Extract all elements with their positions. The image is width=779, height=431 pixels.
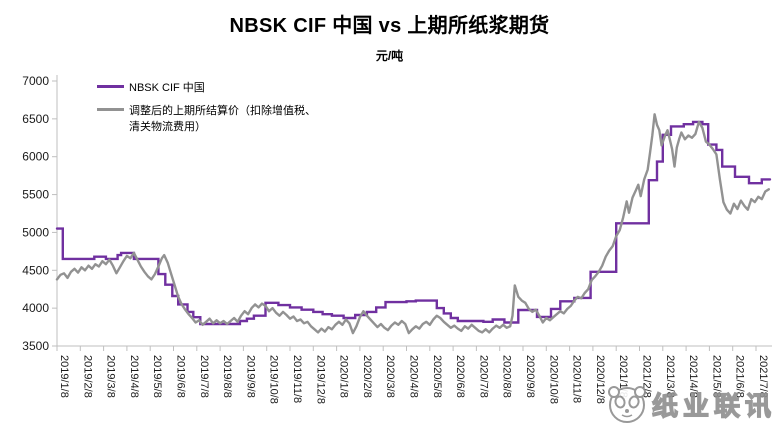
x-tick-label: 2020/11/8	[571, 355, 583, 403]
x-tick-label: 2019/4/8	[128, 355, 140, 398]
unit-label: 元/吨	[375, 49, 404, 63]
nbsk-series-line	[55, 120, 772, 326]
x-tick-label: 2021/5/8	[710, 355, 722, 398]
y-tick-label: 7000	[22, 74, 49, 88]
legend-label-nbsk: NBSK CIF 中国	[129, 82, 205, 94]
x-tick-label: 2019/1/8	[58, 355, 70, 398]
legend-label-shfe-line1: 调整后的上期所结算价（扣除增值税、	[129, 105, 316, 117]
x-tick-label: 2020/5/8	[431, 355, 443, 398]
x-tick-label: 2020/7/8	[477, 355, 489, 398]
x-tick-label: 2020/4/8	[408, 355, 420, 398]
legend-item-nbsk: NBSK CIF 中国	[97, 80, 316, 96]
legend-item-shfe: 调整后的上期所结算价（扣除增值税、 清关物流费用）	[97, 103, 316, 135]
legend-label-shfe: 调整后的上期所结算价（扣除增值税、 清关物流费用）	[129, 103, 316, 135]
x-tick-label: 2019/6/8	[175, 355, 187, 398]
nbsk-line-swatch-icon	[97, 85, 124, 88]
y-tick-label: 4500	[22, 263, 49, 277]
y-tick-label: 6500	[22, 112, 49, 126]
x-tick-label: 2020/2/8	[361, 355, 373, 398]
x-tick-label: 2020/10/8	[547, 355, 559, 404]
x-tick-label: 2019/7/8	[198, 355, 210, 398]
x-tick-label: 2019/5/8	[151, 355, 163, 398]
x-tick-label: 2021/7/8	[757, 355, 769, 398]
x-tick-label: 2020/1/8	[338, 355, 350, 398]
x-tick-label: 2019/3/8	[105, 355, 117, 398]
x-tick-label: 2021/6/8	[734, 355, 746, 398]
x-tick-label: 2021/2/8	[641, 355, 653, 398]
x-tick-label: 2020/9/8	[524, 355, 536, 398]
y-tick-label: 3500	[22, 339, 49, 353]
page-title: NBSK CIF 中国 vs 上期所纸浆期货	[229, 15, 550, 37]
x-tick-label: 2019/10/8	[268, 355, 280, 404]
x-tick-label: 2019/9/8	[244, 355, 256, 398]
x-tick-label: 2019/8/8	[221, 355, 233, 398]
x-tick-label: 2020/3/8	[384, 355, 396, 398]
x-tick-label: 2021/4/8	[687, 355, 699, 398]
x-tick-label: 2019/2/8	[81, 355, 93, 398]
x-tick-label: 2020/8/8	[501, 355, 513, 398]
shfe-series-line	[55, 113, 770, 335]
y-tick-label: 6000	[22, 150, 49, 164]
legend: NBSK CIF 中国 调整后的上期所结算价（扣除增值税、 清关物流费用）	[97, 80, 316, 142]
y-tick-label: 4000	[22, 301, 49, 315]
y-tick-label: 5000	[22, 225, 49, 239]
x-tick-label: 2020/6/8	[454, 355, 466, 398]
x-tick-label: 2020/12/8	[594, 355, 606, 404]
x-tick-label: 2019/12/8	[314, 355, 326, 404]
y-tick-label: 5500	[22, 188, 49, 202]
shfe-line-swatch-icon	[97, 108, 124, 111]
x-tick-label: 2021/1/8	[617, 355, 629, 398]
x-tick-label: 2019/11/8	[291, 355, 303, 403]
x-tick-label: 2021/3/8	[664, 355, 676, 398]
legend-label-shfe-line2: 清关物流费用）	[129, 121, 206, 133]
